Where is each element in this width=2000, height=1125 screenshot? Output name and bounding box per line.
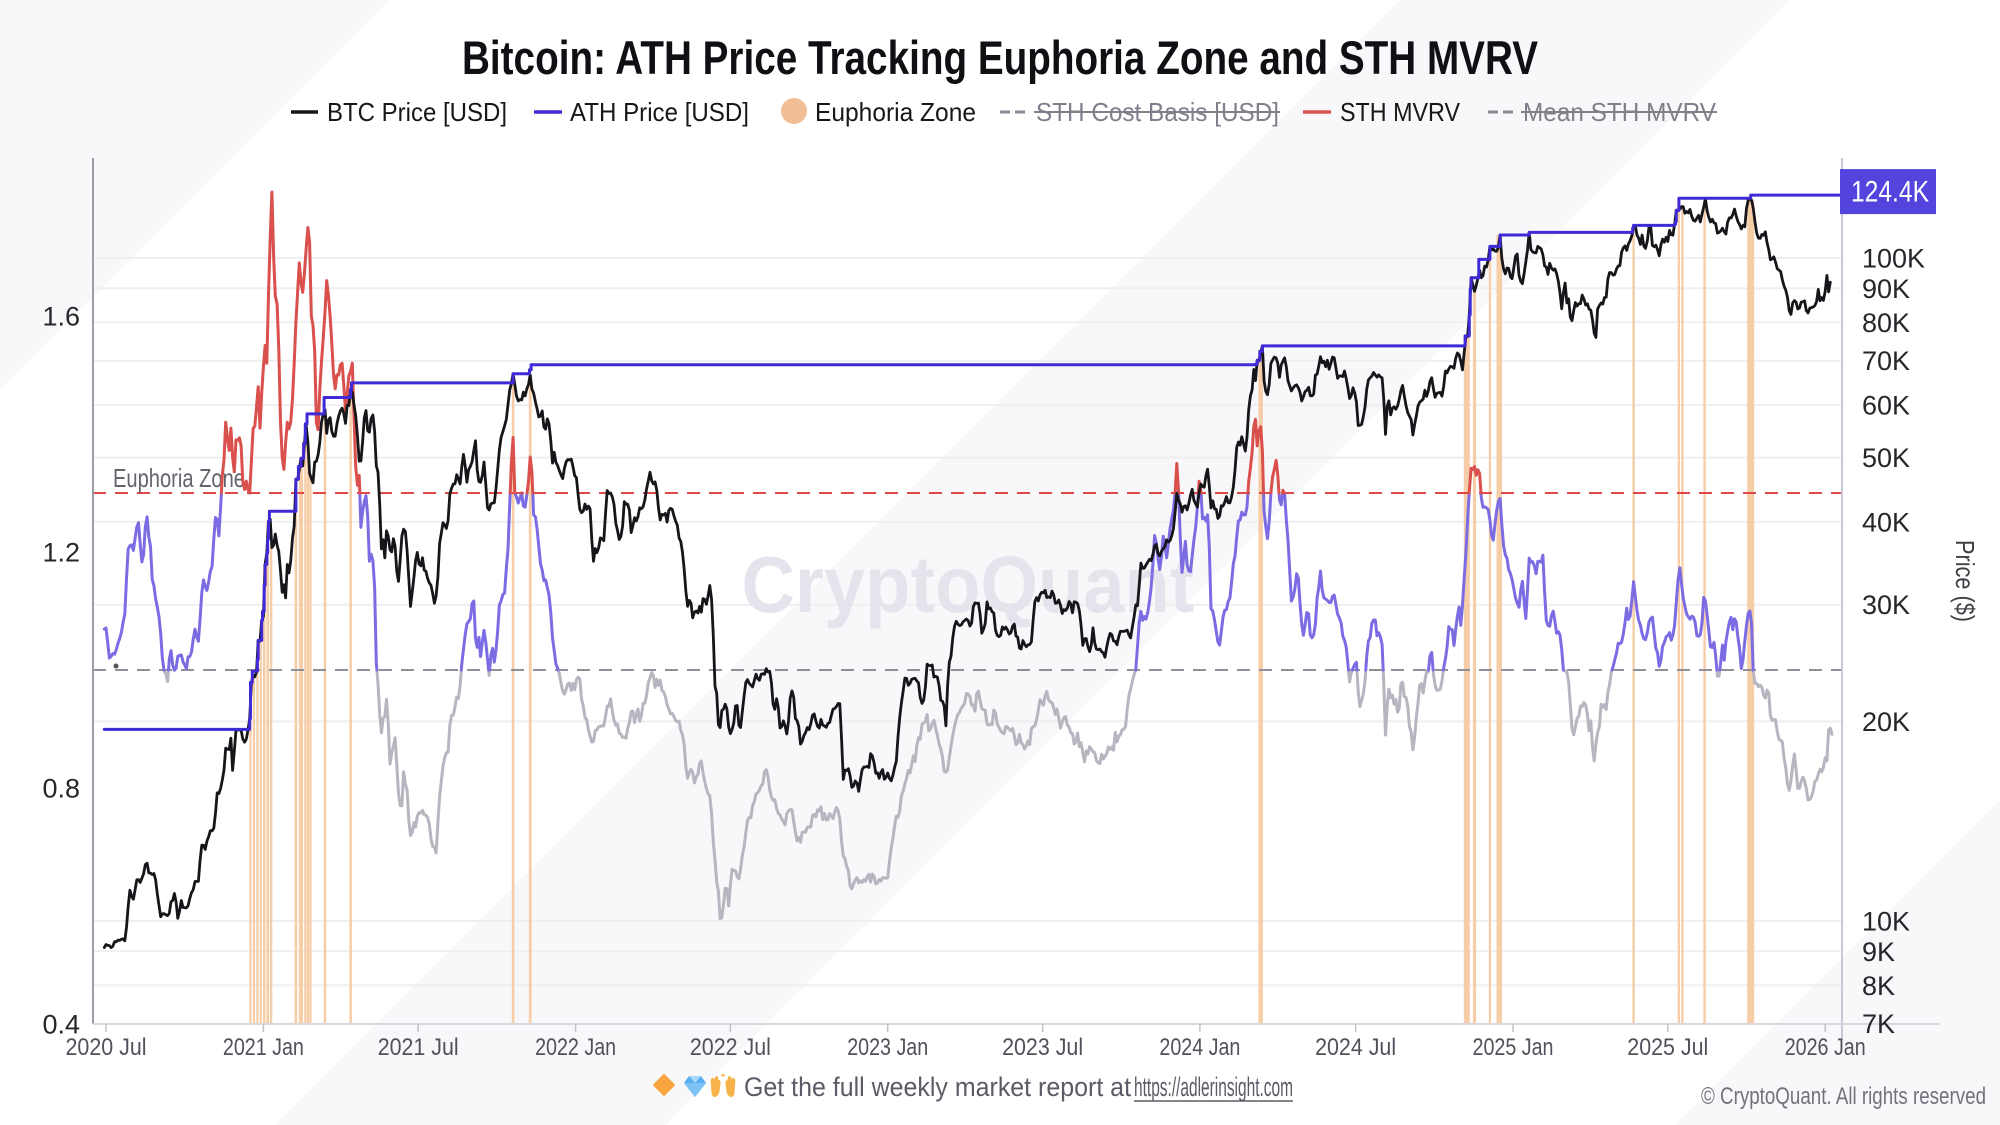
svg-text:2022 Jul: 2022 Jul (690, 1034, 771, 1061)
svg-text:STH MVRV: STH MVRV (1340, 97, 1461, 127)
svg-text:10K: 10K (1862, 907, 1910, 937)
svg-text:80K: 80K (1862, 308, 1910, 338)
svg-text:2020 Jul: 2020 Jul (66, 1034, 147, 1061)
svg-text:2022 Jan: 2022 Jan (535, 1034, 616, 1061)
svg-text:Get the full weekly market rep: Get the full weekly market report at (744, 1072, 1131, 1102)
svg-text:2021 Jan: 2021 Jan (223, 1034, 304, 1061)
svg-text:© CryptoQuant. All rights rese: © CryptoQuant. All rights reserved (1701, 1083, 1986, 1110)
svg-text:90K: 90K (1862, 274, 1910, 304)
svg-text:2026 Jan: 2026 Jan (1785, 1034, 1866, 1061)
svg-text:1.2: 1.2 (42, 538, 80, 568)
svg-text:2023 Jul: 2023 Jul (1002, 1034, 1083, 1061)
svg-text:7K: 7K (1862, 1009, 1895, 1039)
svg-text:2023 Jan: 2023 Jan (847, 1034, 928, 1061)
svg-text:BTC Price [USD]: BTC Price [USD] (327, 97, 507, 127)
svg-text:Price ($): Price ($) (1950, 540, 1980, 622)
svg-text:0.4: 0.4 (42, 1010, 80, 1040)
svg-text:70K: 70K (1862, 346, 1910, 376)
svg-text:Euphoria Zone: Euphoria Zone (113, 463, 245, 493)
svg-text:50K: 50K (1862, 443, 1910, 473)
svg-text:30K: 30K (1862, 590, 1910, 620)
svg-text:1.6: 1.6 (42, 302, 80, 332)
svg-text:0.8: 0.8 (42, 774, 80, 804)
svg-text:40K: 40K (1862, 507, 1910, 537)
svg-text:Euphoria Zone: Euphoria Zone (815, 97, 976, 127)
svg-text:20K: 20K (1862, 707, 1910, 737)
svg-text:124.4K: 124.4K (1851, 176, 1929, 209)
svg-text:100K: 100K (1862, 244, 1925, 274)
svg-text:2024 Jul: 2024 Jul (1315, 1034, 1396, 1061)
svg-text:CryptoQuant: CryptoQuant (742, 540, 1195, 629)
svg-text:2025 Jul: 2025 Jul (1627, 1034, 1708, 1061)
svg-text:https://adlerinsight.com: https://adlerinsight.com (1134, 1072, 1293, 1102)
svg-text:9K: 9K (1862, 937, 1895, 967)
svg-text:2025 Jan: 2025 Jan (1473, 1034, 1554, 1061)
svg-text:Bitcoin: ATH Price Tracking Eu: Bitcoin: ATH Price Tracking Euphoria Zon… (462, 31, 1539, 84)
svg-text:60K: 60K (1862, 391, 1910, 421)
svg-text:ATH Price [USD]: ATH Price [USD] (570, 97, 749, 127)
svg-text:8K: 8K (1862, 971, 1895, 1001)
svg-text:2021 Jul: 2021 Jul (378, 1034, 459, 1061)
svg-text:2024 Jan: 2024 Jan (1159, 1034, 1240, 1061)
